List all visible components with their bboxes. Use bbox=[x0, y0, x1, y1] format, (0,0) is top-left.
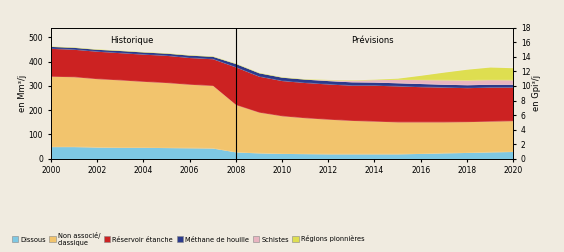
Y-axis label: en Gpi³/j: en Gpi³/j bbox=[532, 75, 541, 111]
Text: Prévisions: Prévisions bbox=[351, 36, 394, 45]
Text: Historique: Historique bbox=[110, 36, 153, 45]
Y-axis label: en Mm³/j: en Mm³/j bbox=[18, 75, 27, 112]
Legend: Dissous, Non associé/
classique, Réservoir étanche, Méthane de houille, Schistes: Dissous, Non associé/ classique, Réservo… bbox=[9, 229, 367, 249]
